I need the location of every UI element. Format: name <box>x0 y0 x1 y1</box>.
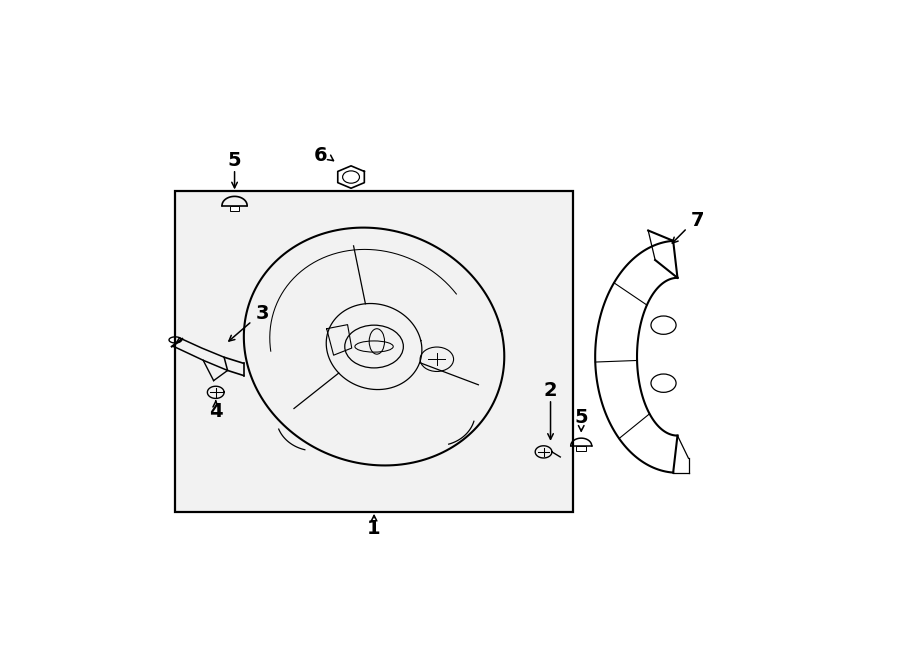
Text: 7: 7 <box>690 212 704 230</box>
Text: 5: 5 <box>228 151 241 171</box>
Bar <box>230 206 239 211</box>
Text: 4: 4 <box>209 402 222 420</box>
Text: 6: 6 <box>313 146 328 165</box>
Text: 2: 2 <box>544 381 557 401</box>
Bar <box>176 191 573 512</box>
Text: 3: 3 <box>256 304 269 323</box>
Text: 1: 1 <box>367 519 381 538</box>
Text: 5: 5 <box>574 408 588 427</box>
Bar <box>576 446 586 451</box>
